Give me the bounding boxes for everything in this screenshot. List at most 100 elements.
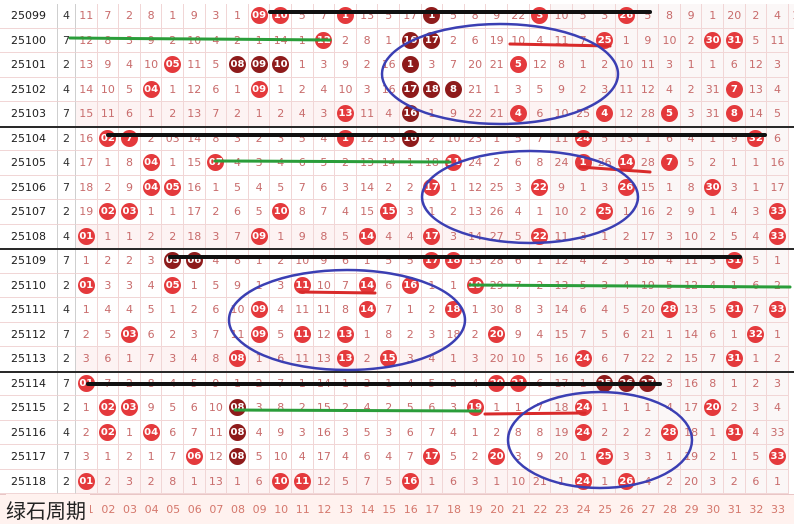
miss-cell: 10: [292, 249, 314, 274]
miss-cell: 4: [745, 420, 768, 445]
miss-cell: 4: [616, 273, 638, 298]
miss-cell: 9: [97, 53, 120, 78]
miss-cell: 4: [248, 420, 271, 445]
miss-cell: 4: [205, 28, 228, 53]
miss-cell: 9: [184, 4, 206, 29]
hit-ball: 16: [401, 31, 419, 49]
miss-cell: 1: [162, 151, 184, 176]
miss-cell: 9: [140, 396, 163, 421]
hit-ball: 04: [142, 178, 160, 196]
miss-cell: 2: [356, 53, 379, 78]
miss-cell: 14: [378, 151, 400, 176]
f-value-cell: 7: [58, 28, 76, 53]
miss-cell: 6: [313, 175, 336, 200]
hit-cell: 7: [724, 77, 746, 102]
miss-cell: 4: [659, 396, 681, 421]
miss-cell: 10: [551, 102, 573, 127]
miss-cell: 5: [594, 322, 616, 347]
miss-cell: 4: [745, 224, 768, 249]
hit-cell: 04: [140, 77, 163, 102]
miss-cell: 1: [702, 420, 724, 445]
miss-cell: 1: [724, 445, 746, 470]
miss-cell: 5: [529, 77, 552, 102]
miss-cell: 10: [227, 298, 249, 323]
miss-cell: 13: [551, 273, 573, 298]
hit-cell: 8: [724, 102, 746, 127]
hit-cell: 09: [248, 298, 271, 323]
hit-ball: 10: [272, 203, 290, 221]
miss-cell: 8: [162, 469, 184, 494]
issue-cell: 25114: [0, 371, 58, 396]
miss-cell: 4: [767, 4, 789, 29]
miss-cell: 7: [270, 371, 292, 396]
miss-cell: 4: [702, 273, 724, 298]
miss-cell: 16: [637, 200, 660, 225]
miss-cell: 3: [702, 469, 724, 494]
miss-cell: 13: [745, 77, 768, 102]
hit-cell: 14: [356, 224, 379, 249]
miss-cell: 8: [292, 200, 314, 225]
hit-cell: 13: [335, 102, 357, 127]
miss-cell: 2: [270, 102, 292, 127]
miss-cell: 5: [248, 445, 271, 470]
hit-cell: 1: [572, 151, 595, 176]
hit-cell: 33: [767, 224, 789, 249]
hit-cell: 26: [616, 175, 638, 200]
hit-ball: 1: [574, 154, 592, 172]
miss-cell: 19: [680, 445, 703, 470]
miss-cell: 11: [205, 420, 228, 445]
miss-cell: 16: [378, 53, 400, 78]
miss-cell: 1: [508, 396, 530, 421]
miss-cell: 5: [248, 200, 271, 225]
miss-cell: 6: [529, 371, 552, 396]
hit-ball: 09: [250, 56, 268, 74]
miss-cell: 3: [529, 298, 552, 323]
hit-cell: 32: [745, 322, 768, 347]
footer-number: 26: [619, 502, 634, 516]
hit-ball: 08: [228, 423, 246, 441]
miss-cell: 6: [335, 249, 357, 274]
hit-ball: 19: [466, 399, 484, 417]
f-value-cell: 2: [58, 126, 76, 151]
footer-number: 05: [166, 502, 181, 516]
miss-cell: 26: [486, 200, 508, 225]
miss-cell: 7: [572, 28, 595, 53]
hit-cell: 1: [421, 4, 444, 29]
miss-cell: 5: [702, 298, 724, 323]
miss-cell: 2: [97, 469, 120, 494]
f-value-cell: 4: [58, 77, 76, 102]
hit-ball: 01: [77, 276, 95, 294]
hit-cell: 07: [205, 151, 228, 176]
issue-cell: 25112: [0, 322, 58, 347]
hit-cell: 33: [767, 445, 789, 470]
miss-cell: 1: [616, 28, 638, 53]
miss-cell: 6: [292, 151, 314, 176]
hit-cell: 02: [97, 126, 120, 151]
miss-cell: 5: [659, 273, 681, 298]
miss-cell: 8: [270, 396, 292, 421]
miss-cell: 15: [313, 396, 336, 421]
miss-cell: 5: [313, 151, 336, 176]
hit-ball: 32: [747, 325, 765, 343]
hit-ball: 26: [617, 178, 635, 196]
miss-cell: 9: [680, 4, 703, 29]
hit-ball: 06: [185, 252, 203, 270]
miss-cell: 5: [270, 322, 292, 347]
miss-cell: 2: [119, 371, 141, 396]
miss-cell: 3: [313, 53, 336, 78]
miss-cell: 2: [400, 322, 422, 347]
miss-cell: 1: [551, 469, 573, 494]
miss-cell: 16: [184, 175, 206, 200]
f-value-cell: 2: [58, 273, 76, 298]
miss-cell: 19: [637, 273, 660, 298]
hit-ball: 07: [207, 154, 225, 172]
hit-cell: 17: [421, 224, 444, 249]
miss-cell: 12: [205, 445, 228, 470]
miss-cell: 15: [76, 102, 98, 127]
miss-cell: 22: [637, 347, 660, 372]
issue-cell: 25102: [0, 77, 58, 102]
miss-cell: 3: [659, 53, 681, 78]
miss-cell: 3: [680, 102, 703, 127]
hit-ball: 5: [660, 105, 678, 123]
miss-cell: 9: [205, 371, 228, 396]
